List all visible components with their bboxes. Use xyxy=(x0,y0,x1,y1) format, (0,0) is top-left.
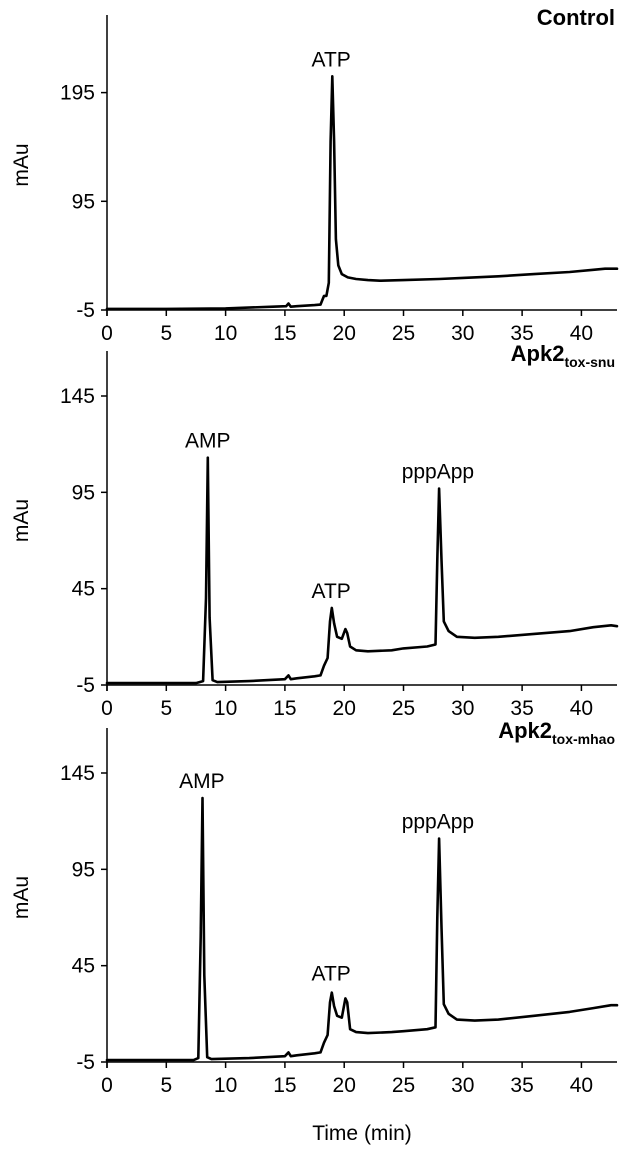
peak-label-atp: ATP xyxy=(312,963,351,986)
x-tick-label: 0 xyxy=(101,697,113,720)
peak-label-amp: AMP xyxy=(179,770,225,793)
x-tick-label: 20 xyxy=(333,697,356,720)
x-tick-label: 25 xyxy=(392,697,415,720)
y-tick-label: 145 xyxy=(60,385,95,408)
x-tick-label: 35 xyxy=(510,322,533,345)
y-tick-label: 95 xyxy=(72,481,95,504)
peak-label-atp: ATP xyxy=(312,48,351,71)
x-tick-label: 10 xyxy=(214,322,237,345)
panel-title-subscript: tox-snu xyxy=(564,354,615,370)
peak-label-amp: AMP xyxy=(185,430,231,453)
y-axis-title: mAu xyxy=(10,143,33,186)
panel-3: -5 45 95 145 0 5 10 15 20 25 30 35 40 mAu Apk2tox-mhao… xyxy=(10,718,619,1145)
x-tick-label: 0 xyxy=(101,322,113,345)
panel-title: Apk2tox-mhao xyxy=(498,718,615,747)
panel-1: -5 95 195 0 5 10 15 20 25 30 35 40 mAu Control ATP xyxy=(10,5,619,345)
x-tick-label: 30 xyxy=(451,322,474,345)
y-axis-title: mAu xyxy=(10,876,33,919)
peak-label-pppapp: pppApp xyxy=(402,811,474,834)
y-tick-label: 145 xyxy=(60,762,95,785)
x-tick-label: 25 xyxy=(392,322,415,345)
y-tick-label: 95 xyxy=(72,858,95,881)
y-axis-title: mAu xyxy=(10,499,33,542)
y-tick-label: 45 xyxy=(72,578,95,601)
x-tick-label: 10 xyxy=(214,1074,237,1097)
x-tick-label: 10 xyxy=(214,697,237,720)
x-tick-label: 30 xyxy=(451,697,474,720)
x-tick-label: 40 xyxy=(570,697,593,720)
peak-label-pppapp: pppApp xyxy=(402,460,474,483)
y-tick-label: -5 xyxy=(76,299,95,322)
x-tick-label: 35 xyxy=(510,697,533,720)
x-tick-label: 25 xyxy=(392,1074,415,1097)
x-tick-label: 5 xyxy=(160,697,172,720)
y-tick-label: -5 xyxy=(76,674,95,697)
y-tick-label: -5 xyxy=(76,1051,95,1074)
peak-label-atp: ATP xyxy=(312,580,351,603)
x-tick-label: 35 xyxy=(510,1074,533,1097)
x-tick-label: 5 xyxy=(160,322,172,345)
x-tick-label: 15 xyxy=(273,1074,296,1097)
x-tick-label: 20 xyxy=(333,322,356,345)
x-tick-label: 20 xyxy=(333,1074,356,1097)
x-tick-label: 0 xyxy=(101,1074,113,1097)
panel-title: Apk2tox-snu xyxy=(511,341,615,370)
x-tick-label: 15 xyxy=(273,697,296,720)
x-tick-label: 5 xyxy=(160,1074,172,1097)
chromatogram-trace xyxy=(105,75,619,311)
panel-title: Control xyxy=(537,5,615,30)
chromatogram-trace xyxy=(105,456,619,685)
y-tick-label: 95 xyxy=(72,190,95,213)
y-tick-label: 45 xyxy=(72,955,95,978)
x-tick-label: 30 xyxy=(451,1074,474,1097)
x-tick-label: 40 xyxy=(570,322,593,345)
panel-2: -5 45 95 145 0 5 10 15 20 25 30 35 40 mAu Apk2tox-snu A… xyxy=(10,341,619,720)
chromatogram-trace xyxy=(105,796,619,1062)
panel-title-subscript: tox-mhao xyxy=(552,731,615,747)
x-tick-label: 40 xyxy=(570,1074,593,1097)
x-tick-label: 15 xyxy=(273,322,296,345)
y-tick-label: 195 xyxy=(60,82,95,105)
x-axis-title: Time (min) xyxy=(312,1122,412,1145)
